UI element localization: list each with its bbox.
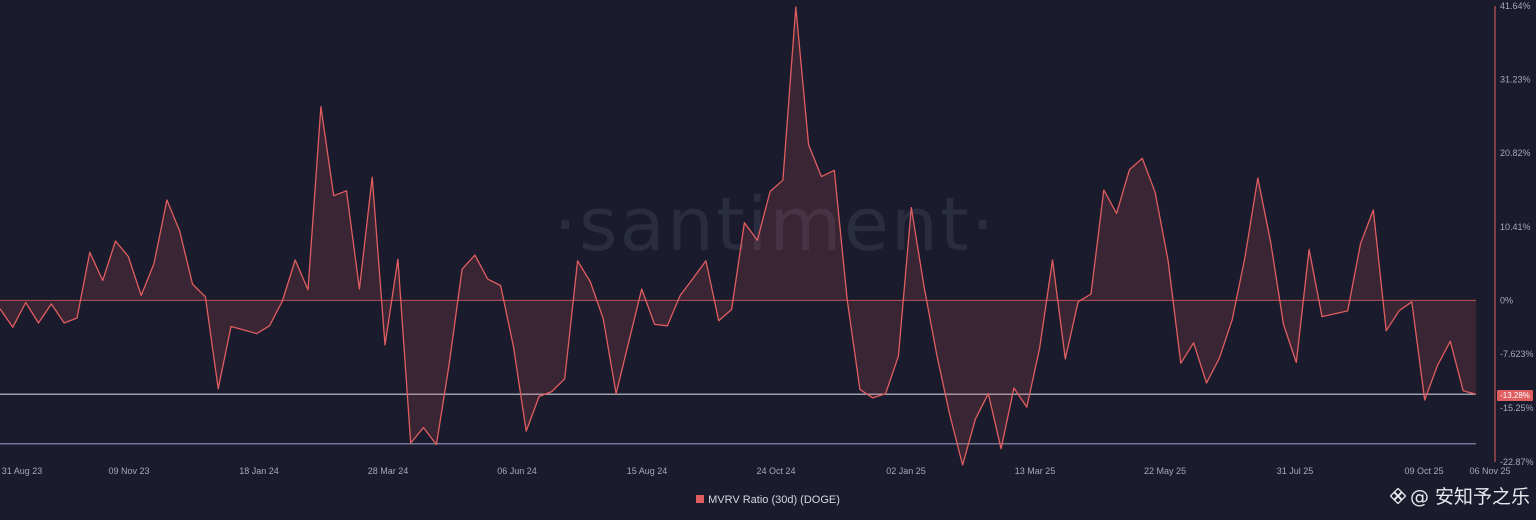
x-tick-label: 28 Mar 24: [368, 466, 409, 476]
y-tick-label: -15.25%: [1500, 403, 1534, 413]
y-tick-label: 20.82%: [1500, 148, 1531, 158]
x-tick-label: 02 Jan 25: [886, 466, 926, 476]
legend-swatch: [696, 495, 705, 504]
y-tick-label: -22.87%: [1500, 457, 1534, 467]
x-tick-label: 06 Jun 24: [497, 466, 537, 476]
x-tick-label: 09 Nov 23: [108, 466, 149, 476]
y-tick-label: 10.41%: [1500, 222, 1531, 232]
x-tick-label: 06 Nov 25: [1469, 466, 1510, 476]
x-tick-label: 22 May 25: [1144, 466, 1186, 476]
binance-square-icon: [1389, 488, 1406, 504]
current-value-label: -13.28%: [1497, 390, 1533, 401]
legend[interactable]: MVRV Ratio (30d) (DOGE): [0, 494, 1536, 506]
x-tick-label: 31 Jul 25: [1277, 466, 1314, 476]
series-area: [0, 6, 1477, 466]
x-axis: 31 Aug 23 09 Nov 23 18 Jan 24 28 Mar 24 06 J…: [2, 466, 1511, 476]
brand-watermark: @ 安知予之乐: [1389, 482, 1530, 509]
x-tick-label: 24 Oct 24: [756, 466, 795, 476]
x-tick-label: 13 Mar 25: [1015, 466, 1056, 476]
watermark: ·santiment·: [554, 182, 997, 268]
y-tick-label: 31.23%: [1500, 75, 1531, 85]
brand-text: @ 安知予之乐: [1409, 486, 1530, 508]
y-tick-label: 41.64%: [1500, 1, 1531, 11]
x-tick-label: 31 Aug 23: [2, 466, 43, 476]
y-tick-label: 0%: [1500, 295, 1513, 305]
x-tick-label: 18 Jan 24: [239, 466, 279, 476]
grid-lines: [0, 299, 1476, 445]
y-tick-label: -7.623%: [1500, 349, 1534, 359]
x-tick-label: 09 Oct 25: [1404, 466, 1443, 476]
y-axis: 41.64% 31.23% 20.82% 10.41% 0% -7.623% -15.25%…: [1494, 1, 1534, 467]
series-line: [0, 6, 1477, 466]
legend-label: MVRV Ratio (30d) (DOGE): [708, 494, 840, 506]
x-tick-label: 15 Aug 24: [627, 466, 668, 476]
